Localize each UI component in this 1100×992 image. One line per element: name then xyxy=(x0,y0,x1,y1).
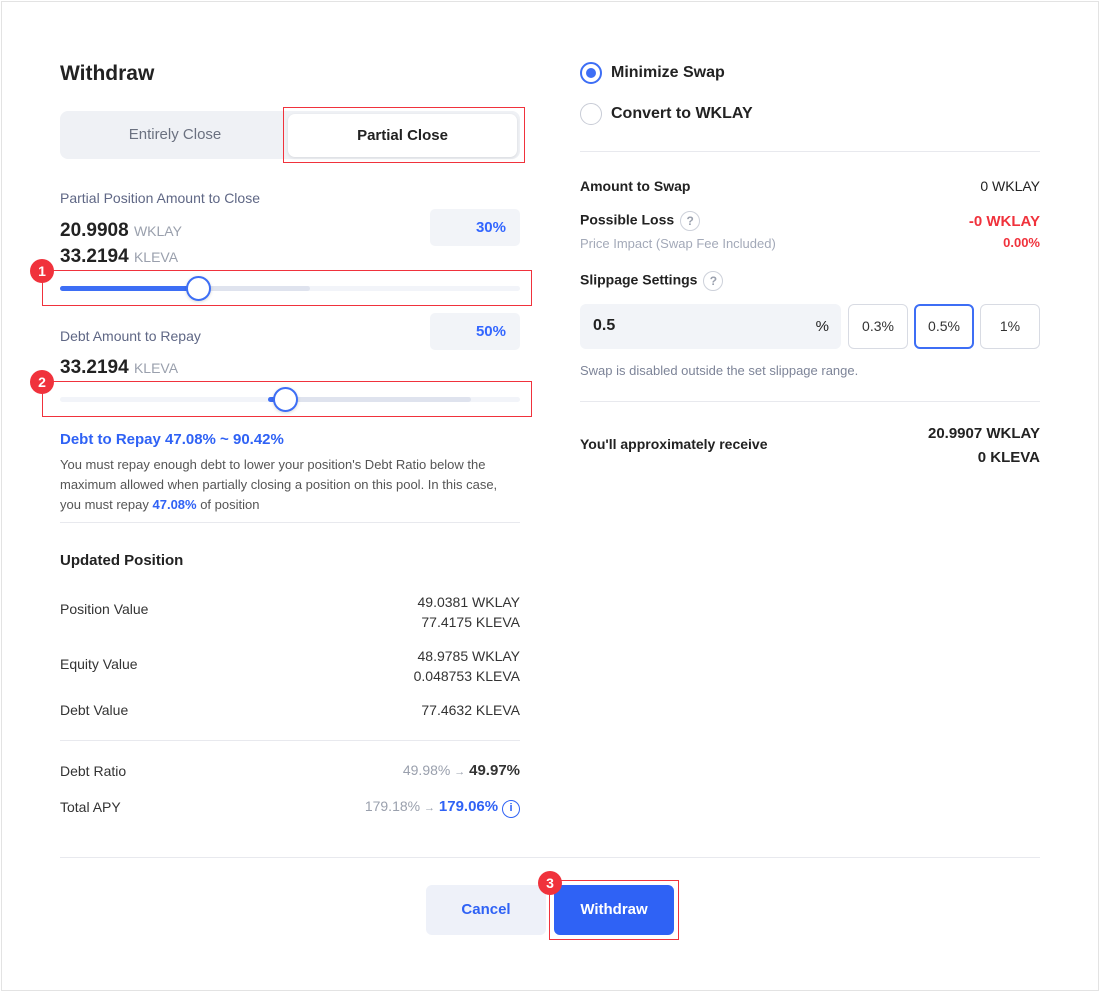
annotation-badge-3: 3 xyxy=(538,871,562,895)
price-impact-label: Price Impact (Swap Fee Included) xyxy=(580,236,776,251)
debt-value-label: Debt Value xyxy=(60,702,129,718)
unit-kleva: KLEVA xyxy=(133,360,179,376)
debt-percent-input[interactable]: 50% xyxy=(430,313,520,350)
annotation-badge-2: 2 xyxy=(30,370,54,394)
equity-value: 48.9785 WKLAY 0.048753 KLEVA xyxy=(413,648,520,684)
highlight-box xyxy=(283,107,525,163)
radio-convert-wklay[interactable] xyxy=(580,103,602,125)
cancel-button[interactable]: Cancel xyxy=(426,885,546,935)
slider-thumb[interactable] xyxy=(186,276,211,301)
divider xyxy=(580,401,1040,402)
amount-to-swap-value: 0 WKLAY xyxy=(980,178,1040,194)
slippage-option-0.3[interactable]: 0.3% xyxy=(848,304,908,349)
position-value-label: Position Value xyxy=(60,601,149,617)
highlight-box xyxy=(42,270,532,306)
unit-wklay: WKLAY xyxy=(133,223,182,239)
possible-loss-label: Possible Loss xyxy=(580,211,675,228)
debt-range-heading: Debt to Repay 47.08% ~ 90.42% xyxy=(60,431,284,448)
slippage-option-0.5[interactable]: 0.5% xyxy=(914,304,974,349)
partial-percent-input[interactable]: 30% xyxy=(430,209,520,246)
annotation-badge-1: 1 xyxy=(30,259,54,283)
divider xyxy=(580,151,1040,152)
debt-ratio-value: 49.98% → 49.97% xyxy=(402,762,520,779)
divider xyxy=(60,740,520,741)
help-icon[interactable]: ? xyxy=(703,271,724,291)
divider xyxy=(60,522,520,523)
slippage-note: Swap is disabled outside the set slippag… xyxy=(580,363,859,378)
radio-minimize-swap[interactable] xyxy=(580,62,602,84)
position-value: 49.0381 WKLAY 77.4175 KLEVA xyxy=(417,594,520,630)
unit-kleva: KLEVA xyxy=(133,249,179,265)
minimize-swap-label[interactable]: Minimize Swap xyxy=(611,64,725,81)
partial-amount-label: Partial Position Amount to Close xyxy=(60,190,260,206)
price-impact-value: 0.00% xyxy=(1003,235,1040,250)
debt-amount-label: Debt Amount to Repay xyxy=(60,328,201,344)
debt-ratio-label: Debt Ratio xyxy=(60,763,127,779)
total-apy-value: 179.18% → 179.06% i xyxy=(365,798,520,818)
updated-position-heading: Updated Position xyxy=(60,552,184,569)
divider xyxy=(60,857,1040,858)
partial-amount-kleva: 33.2194 xyxy=(60,246,129,267)
slippage-option-1[interactable]: 1% xyxy=(980,304,1040,349)
equity-value-label: Equity Value xyxy=(60,656,138,672)
receive-label: You'll approximately receive xyxy=(580,436,768,452)
slippage-label: Slippage Settings xyxy=(580,271,698,288)
page-title: Withdraw xyxy=(60,62,155,85)
convert-wklay-label[interactable]: Convert to WKLAY xyxy=(611,105,753,122)
slippage-input[interactable]: 0.5 % xyxy=(580,304,841,349)
tab-entirely-close[interactable]: Entirely Close xyxy=(128,126,222,143)
help-icon[interactable]: ? xyxy=(680,211,701,231)
slider-thumb[interactable] xyxy=(273,387,298,412)
debt-amount-kleva: 33.2194 xyxy=(60,357,129,378)
possible-loss-value: -0 WKLAY xyxy=(968,213,1040,230)
withdraw-button[interactable]: Withdraw xyxy=(554,885,674,935)
close-mode-toggle: Entirely Close Partial Close xyxy=(60,111,520,159)
partial-amount-wklay: 20.9908 xyxy=(60,220,129,241)
highlight-box xyxy=(42,381,532,417)
debt-value: 77.4632 KLEVA xyxy=(421,702,520,718)
highlight-box xyxy=(549,880,679,940)
tab-partial-close[interactable]: Partial Close xyxy=(288,114,517,157)
debt-range-text: You must repay enough debt to lower your… xyxy=(60,457,498,512)
total-apy-label: Total APY xyxy=(60,799,121,815)
info-icon[interactable]: i xyxy=(502,800,520,818)
amount-to-swap-label: Amount to Swap xyxy=(580,178,691,194)
receive-value: 20.9907 WKLAY 0 KLEVA xyxy=(927,425,1040,466)
